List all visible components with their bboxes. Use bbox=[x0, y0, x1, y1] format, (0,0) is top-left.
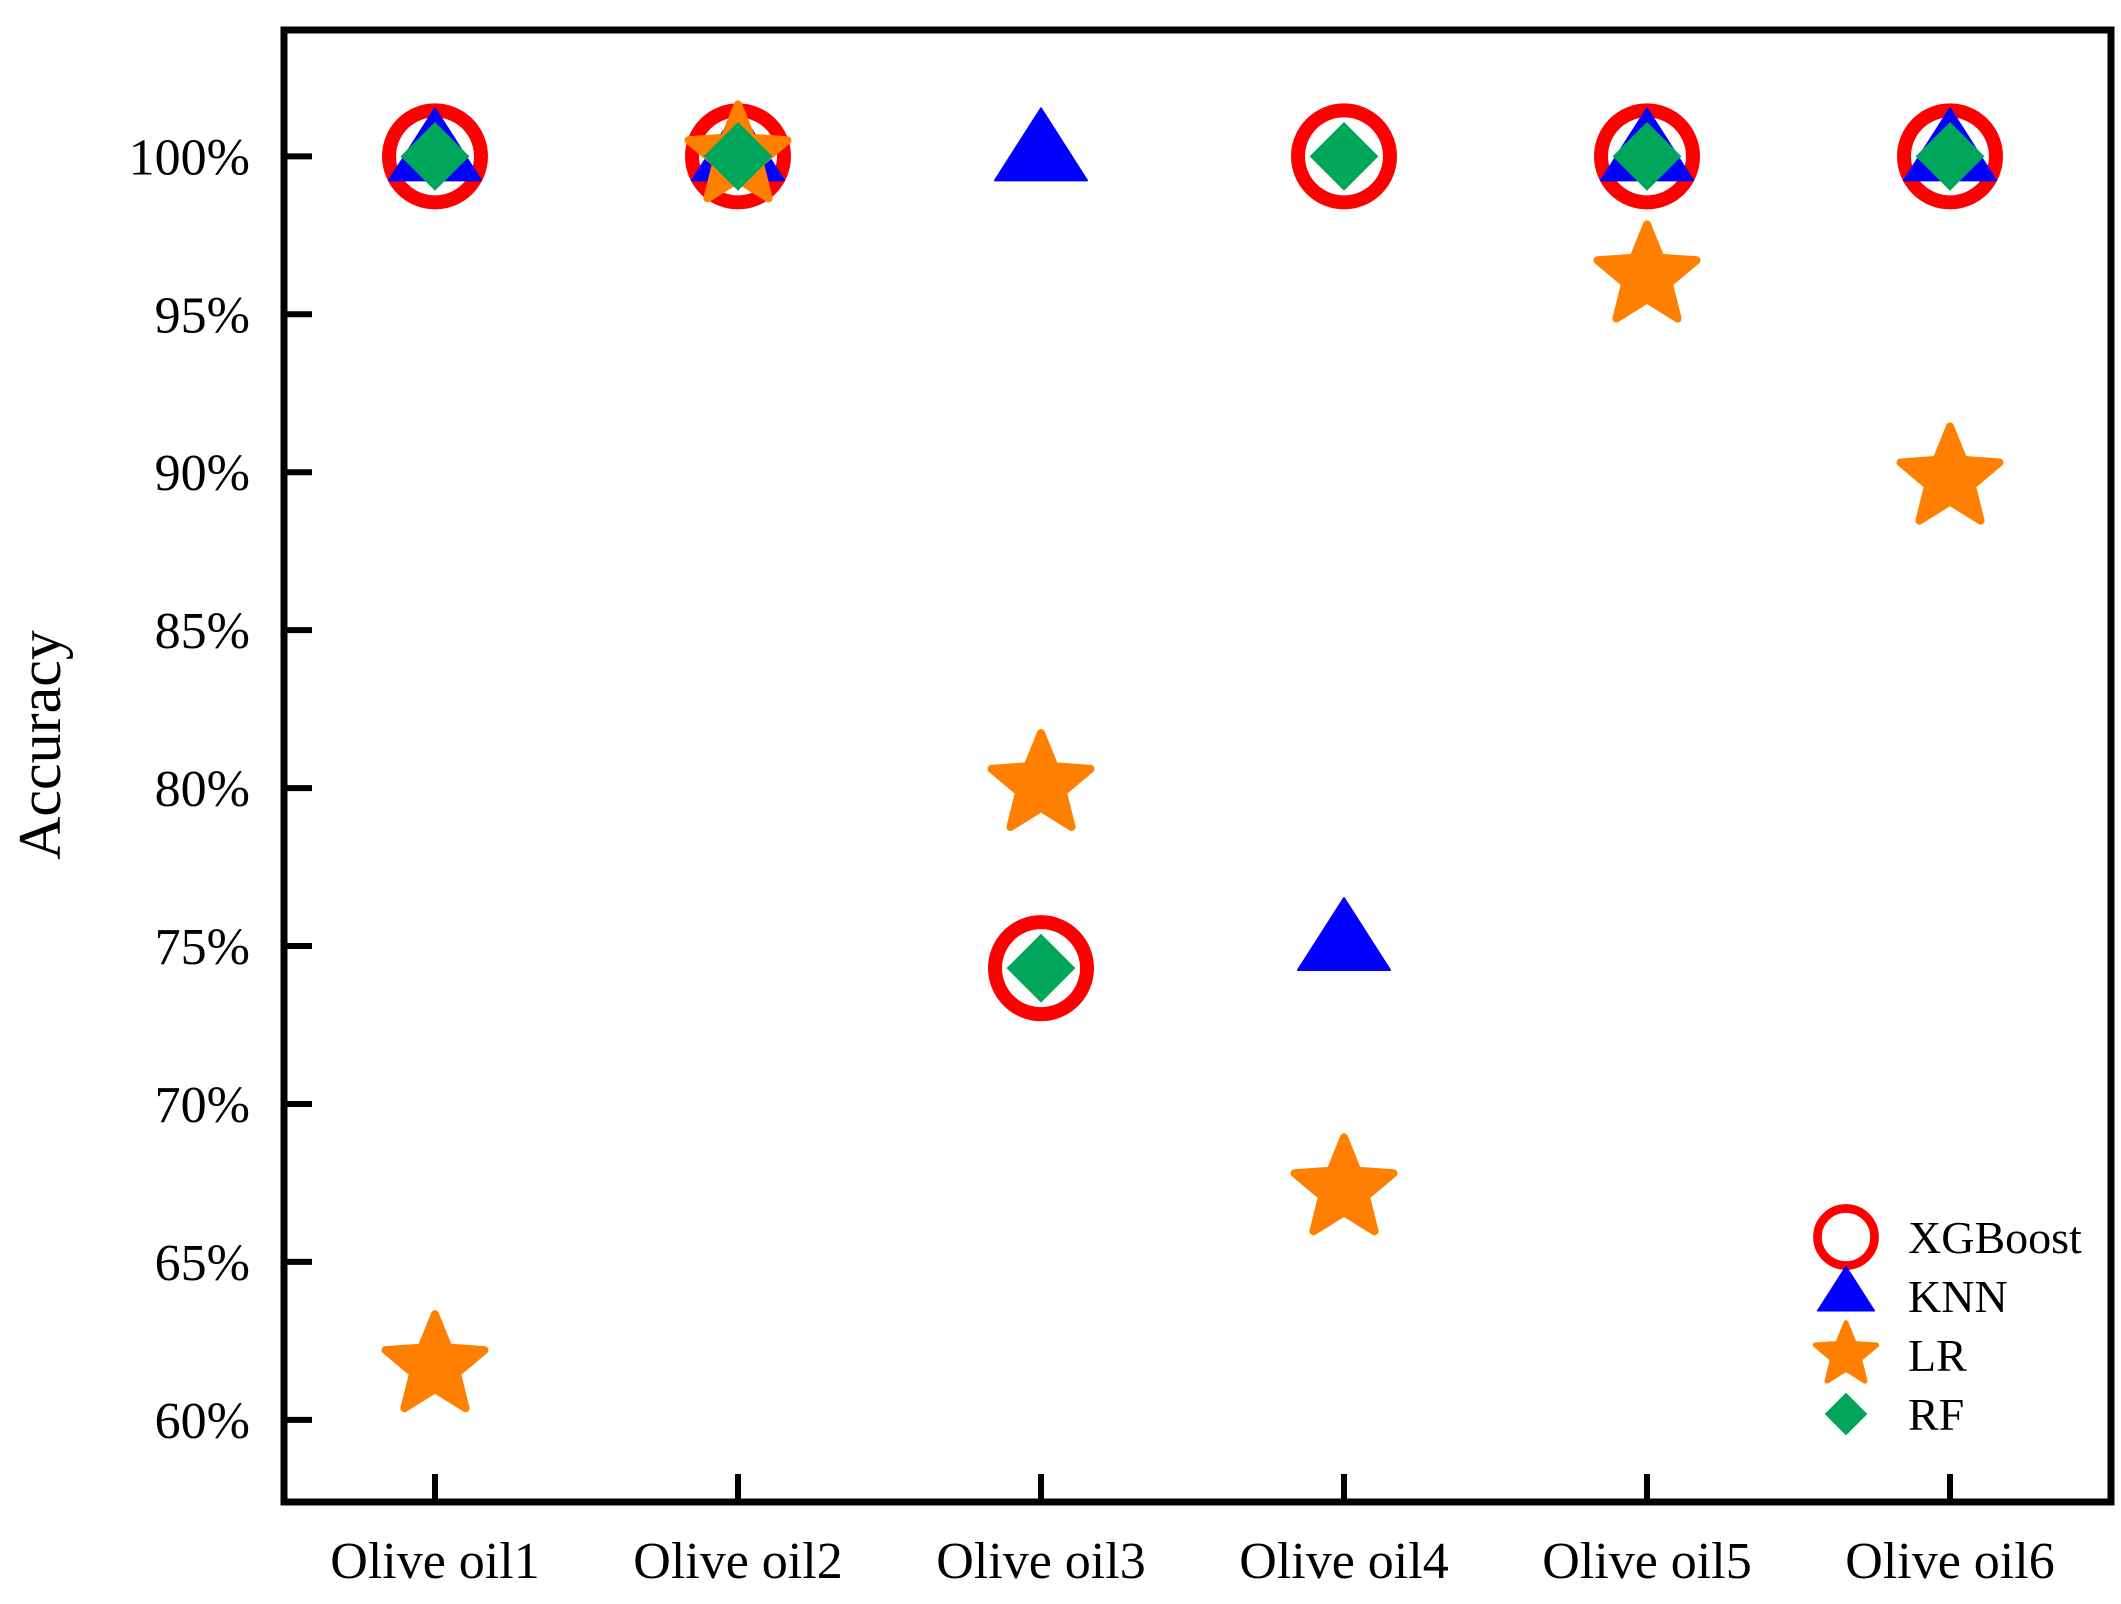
legend: XGBoost KNN LR RF bbox=[1812, 1204, 2082, 1440]
legend-label: KNN bbox=[1908, 1271, 2008, 1322]
y-axis-title: Accuracy bbox=[7, 630, 73, 860]
series-rf bbox=[400, 121, 1985, 1003]
legend-marker-knn bbox=[1816, 1265, 1876, 1312]
x-tick-label: Olive oil3 bbox=[936, 1533, 1145, 1590]
data-point-xgboost bbox=[1291, 103, 1397, 210]
y-tick-label: 75% bbox=[155, 919, 250, 976]
legend-label: LR bbox=[1908, 1330, 1967, 1381]
series-lr bbox=[381, 100, 2004, 1413]
x-tick-label: Olive oil4 bbox=[1239, 1533, 1448, 1590]
data-point-rf bbox=[400, 121, 470, 191]
data-point-lr bbox=[1290, 1133, 1398, 1236]
x-tick-label: Olive oil6 bbox=[1845, 1533, 2054, 1590]
data-point-rf bbox=[1612, 121, 1682, 191]
x-tick-label: Olive oil2 bbox=[633, 1533, 842, 1590]
data-point-rf bbox=[1006, 933, 1076, 1003]
legend-marker-rf bbox=[1824, 1392, 1868, 1436]
y-tick-label: 90% bbox=[155, 445, 250, 502]
data-point-rf bbox=[1915, 121, 1985, 191]
y-tick-label: 95% bbox=[155, 287, 250, 344]
y-tick-label: 70% bbox=[155, 1077, 250, 1134]
series-knn bbox=[388, 107, 1997, 972]
x-tick-label: Olive oil1 bbox=[330, 1533, 539, 1590]
data-point-lr bbox=[987, 729, 1095, 831]
data-marks bbox=[381, 100, 2004, 1413]
legend-marker-lr bbox=[1812, 1320, 1880, 1384]
data-point-xgboost bbox=[988, 915, 1094, 1022]
series-xgboost bbox=[382, 103, 2003, 1022]
data-point-rf bbox=[703, 121, 773, 191]
data-point-lr bbox=[381, 1310, 489, 1413]
y-tick-label: 100% bbox=[129, 129, 250, 186]
y-tick-label: 65% bbox=[155, 1235, 250, 1292]
y-axis: 60% 65% 70% 75% 80% 85% 90% 95% 100% bbox=[129, 129, 312, 1450]
data-point-lr bbox=[1593, 220, 1701, 323]
legend-marker-xgboost bbox=[1813, 1204, 1879, 1270]
plot-frame bbox=[280, 26, 2115, 1506]
data-point-lr bbox=[1896, 422, 2004, 525]
legend-label: RF bbox=[1908, 1389, 1964, 1440]
x-tick-label: Olive oil5 bbox=[1542, 1533, 1751, 1590]
data-point-rf bbox=[1309, 121, 1379, 191]
x-axis: Olive oil1 Olive oil2 Olive oil3 Olive oil4… bbox=[330, 1474, 2055, 1590]
y-tick-label: 80% bbox=[155, 761, 250, 818]
y-tick-label: 60% bbox=[155, 1393, 250, 1450]
data-point-knn bbox=[994, 107, 1088, 182]
y-tick-label: 85% bbox=[155, 603, 250, 660]
legend-label: XGBoost bbox=[1908, 1212, 2082, 1263]
data-point-knn bbox=[1297, 897, 1391, 972]
